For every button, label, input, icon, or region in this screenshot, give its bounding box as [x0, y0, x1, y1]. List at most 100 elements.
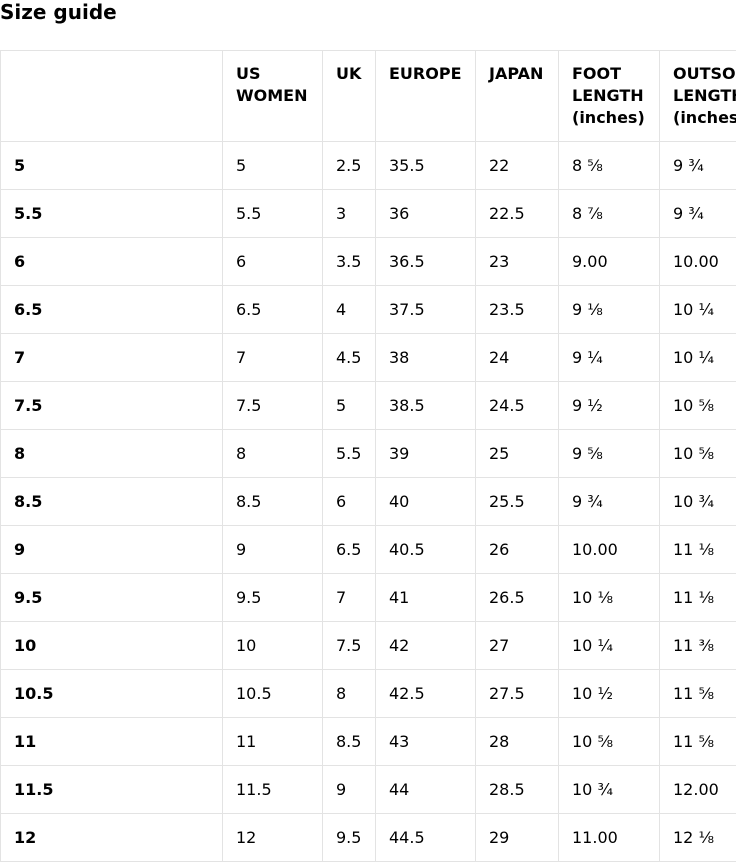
table-cell: 5 — [322, 381, 376, 430]
table-cell: 11.00 — [558, 813, 660, 862]
table-row: 6.5 6.5 4 37.5 23.5 9 ⅛ 10 ¼ — [0, 285, 736, 334]
table-cell: 10 ¼ — [659, 285, 736, 334]
table-cell: 11 ⅛ — [659, 573, 736, 622]
table-row: 8.5 8.5 6 40 25.5 9 ¾ 10 ¾ — [0, 477, 736, 526]
table-row: 7.5 7.5 5 38.5 24.5 9 ½ 10 ⅝ — [0, 381, 736, 430]
table-cell: 22 — [475, 141, 559, 190]
corner-cell — [0, 50, 223, 142]
table-cell: 40.5 — [375, 525, 476, 574]
table-cell: 9.5 — [322, 813, 376, 862]
table-cell: 7 — [222, 333, 323, 382]
table-container: US WOMEN UK EUROPE JAPAN FOOT LENGTH (inches… — [0, 50, 736, 867]
table-cell: 40 — [375, 477, 476, 526]
table-cell: 9 ½ — [558, 381, 660, 430]
table-cell: 8.5 — [322, 717, 376, 766]
table-cell: 10 ½ — [558, 669, 660, 718]
table-cell: 38.5 — [375, 381, 476, 430]
table-row: 12 12 9.5 44.5 29 11.00 12 ⅛ — [0, 813, 736, 862]
table-cell: 9 ¾ — [659, 141, 736, 190]
size-table: US WOMEN UK EUROPE JAPAN FOOT LENGTH (inches… — [0, 50, 736, 862]
row-header: 9.5 — [0, 573, 223, 622]
table-cell: 9 ¾ — [659, 189, 736, 238]
table-cell: 11 ⅝ — [659, 669, 736, 718]
table-cell: 43 — [375, 717, 476, 766]
table-cell: 22.5 — [475, 189, 559, 238]
table-cell: 10.5 — [222, 669, 323, 718]
table-row: 7 7 4.5 38 24 9 ¼ 10 ¼ — [0, 333, 736, 382]
table-cell: 5.5 — [322, 429, 376, 478]
table-cell: 12 — [222, 813, 323, 862]
table-cell: 38 — [375, 333, 476, 382]
row-header: 5 — [0, 141, 223, 190]
table-cell: 24 — [475, 333, 559, 382]
column-header: FOOT LENGTH (inches) — [558, 50, 660, 142]
table-cell: 12 ⅛ — [659, 813, 736, 862]
column-header: EUROPE — [375, 50, 476, 142]
table-cell: 36.5 — [375, 237, 476, 286]
table-cell: 4.5 — [322, 333, 376, 382]
table-cell: 5 — [222, 141, 323, 190]
table-cell: 28 — [475, 717, 559, 766]
table-cell: 23.5 — [475, 285, 559, 334]
column-header: UK — [322, 50, 376, 142]
row-header: 10.5 — [0, 669, 223, 718]
row-header: 5.5 — [0, 189, 223, 238]
table-row: 11 11 8.5 43 28 10 ⅝ 11 ⅝ — [0, 717, 736, 766]
row-header: 7.5 — [0, 381, 223, 430]
table-cell: 10 ⅝ — [558, 717, 660, 766]
table-cell: 12.00 — [659, 765, 736, 814]
table-cell: 24.5 — [475, 381, 559, 430]
table-cell: 9 ¾ — [558, 477, 660, 526]
table-cell: 6.5 — [322, 525, 376, 574]
row-header: 11 — [0, 717, 223, 766]
table-cell: 9 ¼ — [558, 333, 660, 382]
table-cell: 11 ⅛ — [659, 525, 736, 574]
table-cell: 4 — [322, 285, 376, 334]
table-cell: 5.5 — [222, 189, 323, 238]
table-cell: 3.5 — [322, 237, 376, 286]
table-cell: 25 — [475, 429, 559, 478]
table-row: 10 10 7.5 42 27 10 ¼ 11 ⅜ — [0, 621, 736, 670]
table-cell: 26 — [475, 525, 559, 574]
table-cell: 26.5 — [475, 573, 559, 622]
table-cell: 10 ⅝ — [659, 381, 736, 430]
row-header: 6.5 — [0, 285, 223, 334]
table-cell: 11 ⅜ — [659, 621, 736, 670]
table-cell: 10 ¼ — [558, 621, 660, 670]
table-cell: 8 ⅞ — [558, 189, 660, 238]
table-cell: 11 ⅝ — [659, 717, 736, 766]
row-header: 8.5 — [0, 477, 223, 526]
table-cell: 25.5 — [475, 477, 559, 526]
table-cell: 35.5 — [375, 141, 476, 190]
table-cell: 10 ⅛ — [558, 573, 660, 622]
table-cell: 9 — [322, 765, 376, 814]
table-row: 10.5 10.5 8 42.5 27.5 10 ½ 11 ⅝ — [0, 669, 736, 718]
table-cell: 10 ¼ — [659, 333, 736, 382]
row-header: 11.5 — [0, 765, 223, 814]
table-cell: 7.5 — [222, 381, 323, 430]
table-row: 9.5 9.5 7 41 26.5 10 ⅛ 11 ⅛ — [0, 573, 736, 622]
table-cell: 9 — [222, 525, 323, 574]
table-cell: 37.5 — [375, 285, 476, 334]
table-cell: 27 — [475, 621, 559, 670]
table-cell: 10 — [222, 621, 323, 670]
table-cell: 6.5 — [222, 285, 323, 334]
table-cell: 8.5 — [222, 477, 323, 526]
table-cell: 44 — [375, 765, 476, 814]
table-cell: 28.5 — [475, 765, 559, 814]
row-header: 10 — [0, 621, 223, 670]
page-title: Size guide — [0, 0, 117, 24]
row-header: 9 — [0, 525, 223, 574]
table-cell: 36 — [375, 189, 476, 238]
table-cell: 27.5 — [475, 669, 559, 718]
table-row: 8 8 5.5 39 25 9 ⅝ 10 ⅝ — [0, 429, 736, 478]
table-cell: 41 — [375, 573, 476, 622]
table-cell: 3 — [322, 189, 376, 238]
table-row: 6 6 3.5 36.5 23 9.00 10.00 — [0, 237, 736, 286]
row-header: 8 — [0, 429, 223, 478]
